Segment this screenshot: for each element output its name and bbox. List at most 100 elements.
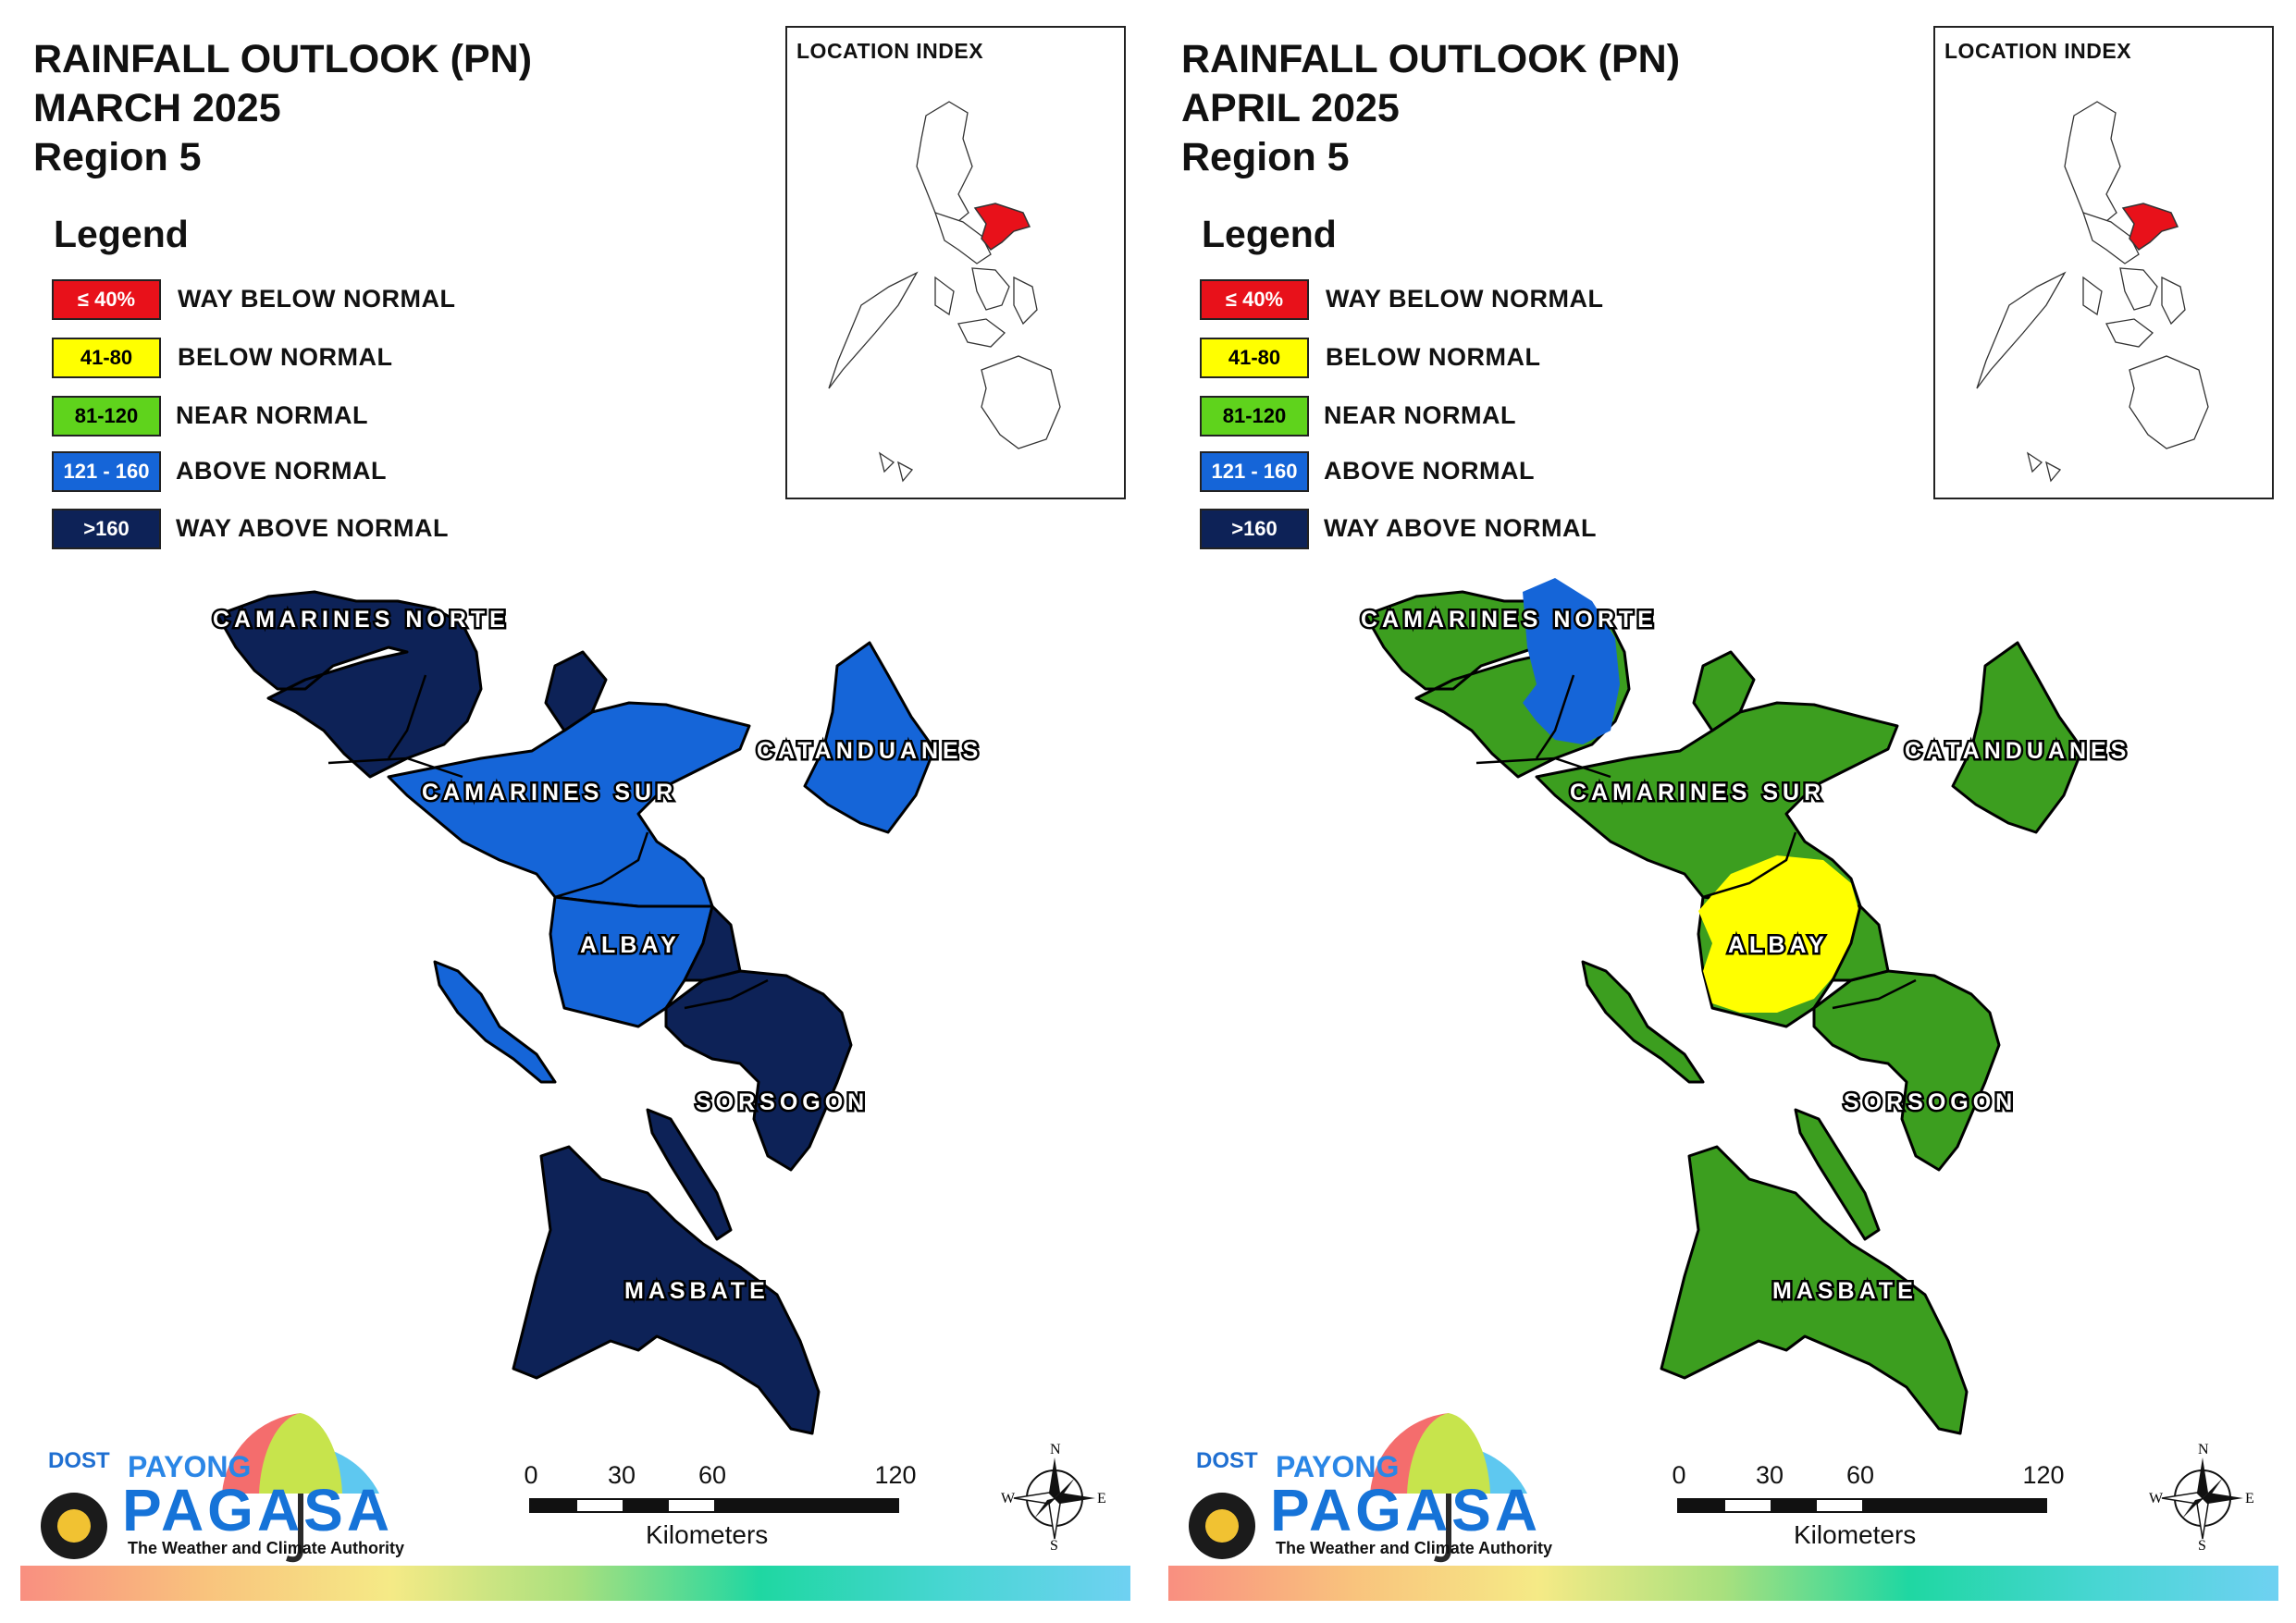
pocket-albay-below-normal <box>1698 855 1860 1013</box>
pocket-camarines-norte-above-normal <box>1523 578 1620 744</box>
scale-unit: Kilometers <box>646 1520 769 1549</box>
legend-swatch: >160 <box>1200 509 1309 549</box>
philippines-outline-map <box>828 101 1061 483</box>
map-panel-march: RAINFALL OUTLOOK (PN) MARCH 2025 Region … <box>20 26 1130 1601</box>
legend-swatch: ≤ 40% <box>1200 279 1309 320</box>
legend-label: WAY ABOVE NORMAL <box>1324 514 1598 542</box>
logo-dost-text: DOST <box>1196 1448 1258 1473</box>
province-masbate <box>512 1145 821 1435</box>
region-5-map: CAMARINES NORTE CAMARINES SUR CATANDUANE… <box>211 590 982 1435</box>
scale-bar: 0 30 60 120 Kilometers <box>524 1461 917 1549</box>
north-arrow: N S E W <box>2149 1441 2256 1554</box>
logo-dost-text: DOST <box>48 1448 110 1473</box>
philippines-outline-map <box>1976 101 2209 483</box>
title-line-3: Region 5 <box>33 135 202 179</box>
legend-swatch: 81-120 <box>1200 396 1309 436</box>
scale-unit: Kilometers <box>1794 1520 1917 1549</box>
scale-tick: 0 <box>1672 1461 1686 1489</box>
compass-n: N <box>2198 1442 2209 1457</box>
province-catanduanes <box>803 641 936 834</box>
compass-s: S <box>1050 1538 1058 1552</box>
province-albay-coast <box>1831 904 1890 982</box>
location-index-label: LOCATION INDEX <box>1944 39 2132 63</box>
label-masbate: MASBATE <box>624 1278 770 1304</box>
title-line-3: Region 5 <box>1181 135 1350 179</box>
label-catanduanes: CATANDUANES <box>757 738 982 764</box>
scale-bar-graphic <box>529 1498 899 1513</box>
logo-tagline: The Weather and Climate Authority <box>128 1539 405 1557</box>
legend-label: ABOVE NORMAL <box>176 457 387 485</box>
legend-title: Legend <box>54 213 189 255</box>
logo-pagasa-text: PAGASA <box>122 1477 394 1543</box>
compass-rose-icon: N S E W <box>1001 1442 1106 1554</box>
legend-label: WAY BELOW NORMAL <box>178 285 456 313</box>
compass-n: N <box>1050 1442 1061 1457</box>
label-camarines-norte: CAMARINES NORTE <box>1361 607 1658 633</box>
gradient-footer-strip <box>20 1566 1130 1601</box>
legend-label: BELOW NORMAL <box>1326 343 1541 371</box>
province-catanduanes <box>1951 641 2084 834</box>
legend-swatch: 121 - 160 <box>52 451 161 492</box>
scale-tick: 30 <box>607 1461 636 1489</box>
island-ticao <box>1794 1108 1881 1241</box>
label-sorsogon: SORSOGON <box>1844 1089 2017 1115</box>
title-line-1: RAINFALL OUTLOOK (PN) <box>33 37 533 81</box>
legend-label: WAY BELOW NORMAL <box>1326 285 1604 313</box>
legend-swatch: 41-80 <box>1200 338 1309 378</box>
compass-e: E <box>1097 1491 1106 1506</box>
label-camarines-norte: CAMARINES NORTE <box>213 607 510 633</box>
legend-label: WAY ABOVE NORMAL <box>176 514 450 542</box>
location-index-label: LOCATION INDEX <box>796 39 984 63</box>
region-5-highlight <box>2121 203 2179 251</box>
north-arrow: N S E W <box>1001 1441 1108 1554</box>
legend-title: Legend <box>1202 213 1337 255</box>
scale-tick: 120 <box>874 1461 917 1489</box>
location-index-inset: LOCATION INDEX <box>1933 26 2274 499</box>
province-camarines-sur-upper <box>544 650 608 732</box>
scale-tick: 120 <box>2022 1461 2065 1489</box>
province-albay-coast <box>683 904 742 982</box>
logo-pagasa-text: PAGASA <box>1270 1477 1542 1543</box>
compass-s: S <box>2198 1538 2206 1552</box>
island-burias <box>1581 960 1705 1084</box>
scale-bar: 0 30 60 120 Kilometers <box>1672 1461 2065 1549</box>
island-ticao <box>646 1108 733 1241</box>
title-line-2: MARCH 2025 <box>33 86 281 130</box>
province-camarines-sur-upper <box>1692 650 1756 732</box>
region-5-highlight <box>973 203 1031 251</box>
label-catanduanes: CATANDUANES <box>1905 738 2130 764</box>
compass-rose-icon: N S E W <box>2149 1442 2254 1554</box>
island-burias <box>433 960 557 1084</box>
scale-tick: 60 <box>697 1461 727 1489</box>
label-albay: ALBAY <box>580 932 681 958</box>
title-line-1: RAINFALL OUTLOOK (PN) <box>1181 37 1681 81</box>
label-sorsogon: SORSOGON <box>696 1089 869 1115</box>
legend-swatch: 121 - 160 <box>1200 451 1309 492</box>
map-panel-april: RAINFALL OUTLOOK (PN) APRIL 2025 Region … <box>1148 0 2296 1623</box>
location-index-inset: LOCATION INDEX <box>785 26 1126 499</box>
logo-payong-text: PAYONG <box>128 1450 252 1483</box>
gradient-footer-strip <box>1168 1566 2278 1601</box>
legend-label: ABOVE NORMAL <box>1324 457 1535 485</box>
label-masbate: MASBATE <box>1772 1278 1918 1304</box>
legend-label: BELOW NORMAL <box>178 343 393 371</box>
legend-label: NEAR NORMAL <box>176 401 368 429</box>
map-title: RAINFALL OUTLOOK (PN) APRIL 2025 Region … <box>1181 35 1680 182</box>
label-albay: ALBAY <box>1728 932 1829 958</box>
province-sorsogon <box>664 969 853 1172</box>
compass-w: W <box>2149 1491 2164 1506</box>
scale-tick: 0 <box>524 1461 538 1489</box>
umbrella-icon <box>1189 1413 1527 1563</box>
legend-swatch: >160 <box>52 509 161 549</box>
map-title: RAINFALL OUTLOOK (PN) MARCH 2025 Region … <box>33 35 532 182</box>
compass-w: W <box>1001 1491 1016 1506</box>
legend-swatch: 41-80 <box>52 338 161 378</box>
pagasa-logo: DOST PAYONG PAGASA The Weather and Clima… <box>1185 1387 1552 1563</box>
logo-tagline: The Weather and Climate Authority <box>1276 1539 1553 1557</box>
label-camarines-sur: CAMARINES SUR <box>422 780 677 805</box>
legend-label: NEAR NORMAL <box>1324 401 1516 429</box>
province-camarines-norte <box>216 590 483 779</box>
scale-bar-graphic <box>1677 1498 2047 1513</box>
scale-tick: 60 <box>1845 1461 1875 1489</box>
umbrella-icon <box>41 1413 379 1563</box>
